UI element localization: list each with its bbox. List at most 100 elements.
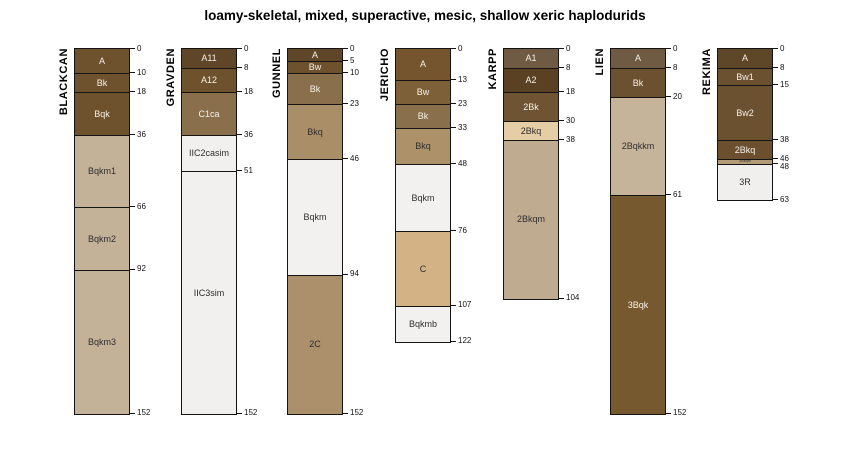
horizon-gravden-iic2casim: IIC2casim xyxy=(182,135,236,172)
depth-tick xyxy=(236,91,242,93)
depth-tick-label: 18 xyxy=(566,86,575,96)
depth-tick xyxy=(236,412,242,414)
profile-column-jericho: A Bw Bk Bkq Bqkm C Bqkmb xyxy=(395,48,451,343)
depth-tick xyxy=(129,134,135,136)
horizon-gunnel-bw: Bw xyxy=(288,61,342,73)
depth-tick-label: 48 xyxy=(458,158,467,168)
horizon-lien-a: A xyxy=(611,49,665,69)
depth-tick xyxy=(450,304,456,306)
depth-tick-label: 76 xyxy=(458,225,467,235)
depth-tick-label: 36 xyxy=(244,129,253,139)
horizon-karpp-2bkq: 2Bkq xyxy=(504,121,558,141)
horizon-blackcan-bqk: Bqk xyxy=(75,92,129,136)
depth-tick-label: 0 xyxy=(673,43,678,53)
depth-tick-label: 48 xyxy=(780,161,789,171)
horizon-label: A xyxy=(311,49,318,60)
depth-tick-label: 23 xyxy=(458,98,467,108)
depth-tick-label: 0 xyxy=(350,43,355,53)
depth-tick-label: 0 xyxy=(566,43,571,53)
horizon-label: 2Bkqm xyxy=(739,159,751,164)
horizon-label: Bk xyxy=(96,77,108,88)
horizon-lien-bk: Bk xyxy=(611,68,665,97)
profile-name-karpp: KARPP xyxy=(487,48,499,90)
horizon-label: Bqk xyxy=(94,108,110,119)
depth-tick xyxy=(772,158,778,160)
profile-column-gravden: A11 A12 C1ca IIC2casim IIC3sim xyxy=(181,48,237,415)
depth-tick-label: 0 xyxy=(137,43,142,53)
horizon-label: A11 xyxy=(201,53,217,64)
profile-name-gunnel: GUNNEL xyxy=(271,48,283,99)
depth-tick-label: 0 xyxy=(244,43,249,53)
depth-tick-label: 36 xyxy=(137,129,146,139)
horizon-label: IIC2casim xyxy=(188,148,229,159)
depth-tick-label: 8 xyxy=(566,62,571,72)
profile-name-jericho: JERICHO xyxy=(379,48,391,102)
horizon-label: Bw xyxy=(308,62,322,72)
plot-title: loamy-skeletal, mixed, superactive, mesi… xyxy=(204,8,646,23)
horizon-gunnel-bkq: Bkq xyxy=(288,104,342,160)
horizon-rekima-2bkq: 2Bkq xyxy=(718,140,772,160)
horizon-label: Bw xyxy=(416,87,430,98)
depth-tick-label: 107 xyxy=(458,300,472,310)
depth-tick xyxy=(129,72,135,73)
depth-tick-label: 8 xyxy=(780,62,785,72)
depth-tick xyxy=(772,48,778,49)
depth-tick-label: 63 xyxy=(780,194,789,204)
depth-tick-label: 104 xyxy=(566,293,580,303)
horizon-jericho-c: C xyxy=(396,231,450,306)
depth-tick xyxy=(236,48,242,49)
depth-tick-label: 0 xyxy=(780,43,785,53)
horizon-lien-3bqk: 3Bqk xyxy=(611,195,665,414)
depth-tick xyxy=(129,268,135,270)
depth-tick xyxy=(342,158,348,160)
horizon-label: Bqkm xyxy=(303,211,327,222)
depth-tick-label: 18 xyxy=(244,86,253,96)
depth-tick xyxy=(665,194,671,196)
profile-column-gunnel: A Bw Bk Bkq Bqkm 2C xyxy=(287,48,343,415)
horizon-blackcan-bqkm3: Bqkm3 xyxy=(75,269,129,414)
depth-tick-label: 33 xyxy=(458,122,467,132)
depth-tick-label: 92 xyxy=(137,264,146,274)
depth-tick xyxy=(665,412,671,414)
horizon-jericho-bkq: Bkq xyxy=(396,128,450,165)
horizon-jericho-a: A xyxy=(396,49,450,81)
horizon-blackcan-a: A xyxy=(75,49,129,73)
depth-tick-label: 38 xyxy=(780,134,789,144)
depth-tick-label: 51 xyxy=(244,165,253,175)
horizon-rekima-2bkqm: 2Bkqm xyxy=(718,159,772,165)
horizon-label: A12 xyxy=(200,75,217,86)
horizon-lien-2bqkkm: 2Bqkkm xyxy=(611,97,665,196)
depth-tick xyxy=(236,134,242,136)
horizon-label: Bk xyxy=(309,83,321,94)
horizon-label: 3R xyxy=(739,177,751,188)
depth-tick xyxy=(450,79,456,81)
depth-tick xyxy=(129,412,135,414)
depth-tick xyxy=(236,170,242,172)
depth-tick-label: 38 xyxy=(566,134,575,144)
horizon-karpp-2bkqm: 2Bkqm xyxy=(504,140,558,299)
horizon-blackcan-bqkm2: Bqkm2 xyxy=(75,207,129,270)
horizon-label: 2C xyxy=(309,339,321,350)
horizon-label: Bqkmb xyxy=(408,318,437,329)
depth-tick-label: 152 xyxy=(137,408,151,418)
profile-name-lien: LIEN xyxy=(594,48,606,76)
horizon-label: Bqkm xyxy=(411,192,435,203)
profile-column-blackcan: A Bk Bqk Bqkm1 Bqkm2 Bqkm3 xyxy=(74,48,130,415)
horizon-label: 2Bqkkm xyxy=(621,141,655,152)
depth-tick-label: 152 xyxy=(350,408,364,418)
horizon-label: Bk xyxy=(417,111,429,122)
depth-tick xyxy=(342,72,348,73)
depth-tick xyxy=(772,139,778,141)
horizon-gunnel-a: A xyxy=(288,49,342,61)
horizon-gravden-c1ca: C1ca xyxy=(182,92,236,136)
depth-tick xyxy=(665,96,671,97)
depth-tick-label: 0 xyxy=(458,43,463,53)
depth-tick xyxy=(665,67,671,69)
depth-tick xyxy=(665,48,671,49)
depth-tick-label: 30 xyxy=(566,115,575,125)
depth-tick-label: 122 xyxy=(458,336,472,346)
depth-tick xyxy=(558,297,564,299)
depth-tick xyxy=(129,206,135,208)
depth-tick-label: 46 xyxy=(780,153,789,163)
depth-tick xyxy=(342,60,348,61)
